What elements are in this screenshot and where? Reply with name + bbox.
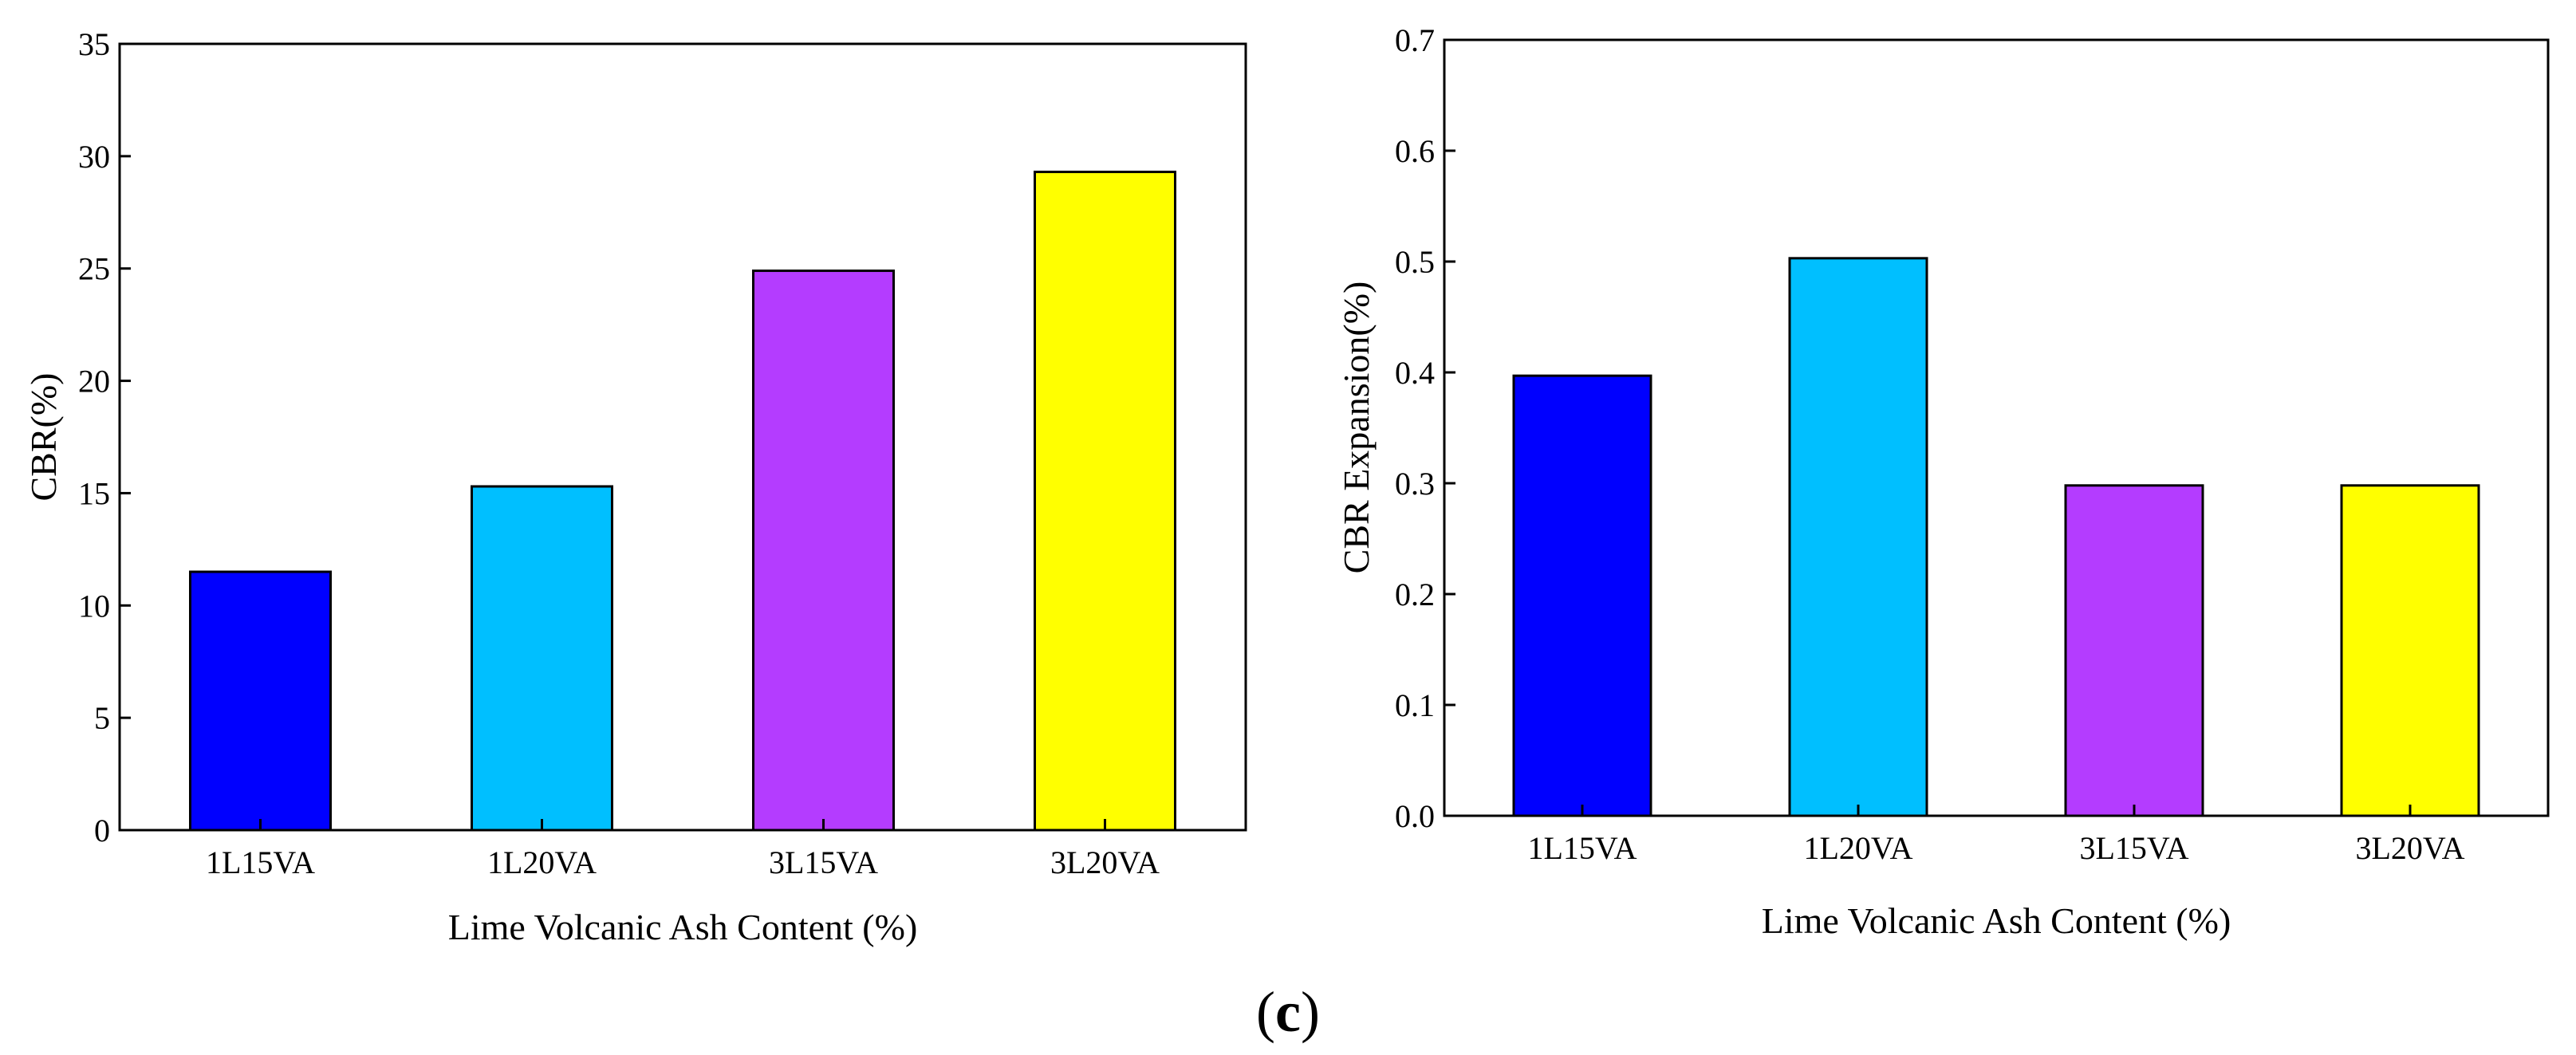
plot-frame — [118, 42, 1247, 832]
y-axis-title: CBR(%) — [23, 373, 64, 502]
y-tick-label: 0.3 — [1395, 466, 1435, 502]
panel-label-close: ) — [1301, 980, 1320, 1044]
panel-label: (c) — [1256, 980, 1320, 1044]
y-tick-label: 15 — [78, 475, 110, 511]
bar-group — [1512, 257, 2480, 817]
bar-1l15va — [1512, 374, 1652, 817]
x-tick-label: 1L15VA — [1527, 830, 1637, 866]
cbr-expansion-chart: 0.0 0.1 0.2 0.3 0.4 0.5 0.6 0.7 1L15VA 1L20VA 3L1… — [1336, 22, 2550, 941]
bar-group — [189, 171, 1176, 832]
y-tick-label: 0.1 — [1395, 687, 1435, 723]
y-tick-label: 0.4 — [1395, 355, 1435, 391]
x-ticks: 1L15VA 1L20VA 3L15VA 3L20VA — [1527, 805, 2465, 866]
y-tick-label: 0.7 — [1395, 22, 1435, 58]
y-tick-label: 35 — [78, 26, 110, 62]
x-axis-title: Lime Volcanic Ash Content (%) — [448, 907, 918, 947]
y-tick-label: 0.2 — [1395, 577, 1435, 612]
y-tick-label: 25 — [78, 251, 110, 287]
panel-label-open: ( — [1256, 980, 1275, 1044]
y-tick-label: 0.5 — [1395, 244, 1435, 280]
x-axis-title: Lime Volcanic Ash Content (%) — [1762, 900, 2231, 941]
bar-1l20va — [1788, 257, 1928, 817]
y-ticks: 0.0 0.1 0.2 0.3 0.4 0.5 0.6 0.7 — [1395, 22, 1455, 834]
x-tick-label: 1L20VA — [487, 844, 597, 880]
bar-3l15va — [752, 270, 895, 832]
y-axis-title: CBR Expansion(%) — [1336, 281, 1377, 574]
bar-3l20va — [1034, 171, 1176, 832]
x-tick-label: 3L20VA — [1050, 844, 1160, 880]
bar-1l20va — [471, 485, 613, 832]
x-tick-label: 3L15VA — [769, 844, 878, 880]
x-tick-label: 1L15VA — [206, 844, 315, 880]
y-tick-label: 0.0 — [1395, 798, 1435, 834]
plot-frame — [1443, 38, 2550, 817]
x-tick-label: 1L20VA — [1803, 830, 1912, 866]
bar-3l15va — [2064, 484, 2204, 817]
x-tick-label: 3L20VA — [2355, 830, 2464, 866]
y-tick-label: 20 — [78, 364, 110, 400]
x-tick-label: 3L15VA — [2079, 830, 2188, 866]
panel-label-letter: c — [1275, 980, 1301, 1044]
bar-1l15va — [189, 570, 332, 832]
y-tick-label: 0.6 — [1395, 133, 1435, 169]
y-ticks: 0 5 10 15 20 25 30 35 — [78, 26, 131, 848]
y-tick-label: 0 — [94, 813, 110, 848]
y-tick-label: 5 — [94, 700, 110, 736]
x-ticks: 1L15VA 1L20VA 3L15VA 3L20VA — [206, 819, 1160, 880]
y-tick-label: 30 — [78, 139, 110, 175]
bar-3l20va — [2340, 484, 2480, 817]
y-tick-label: 10 — [78, 588, 110, 624]
